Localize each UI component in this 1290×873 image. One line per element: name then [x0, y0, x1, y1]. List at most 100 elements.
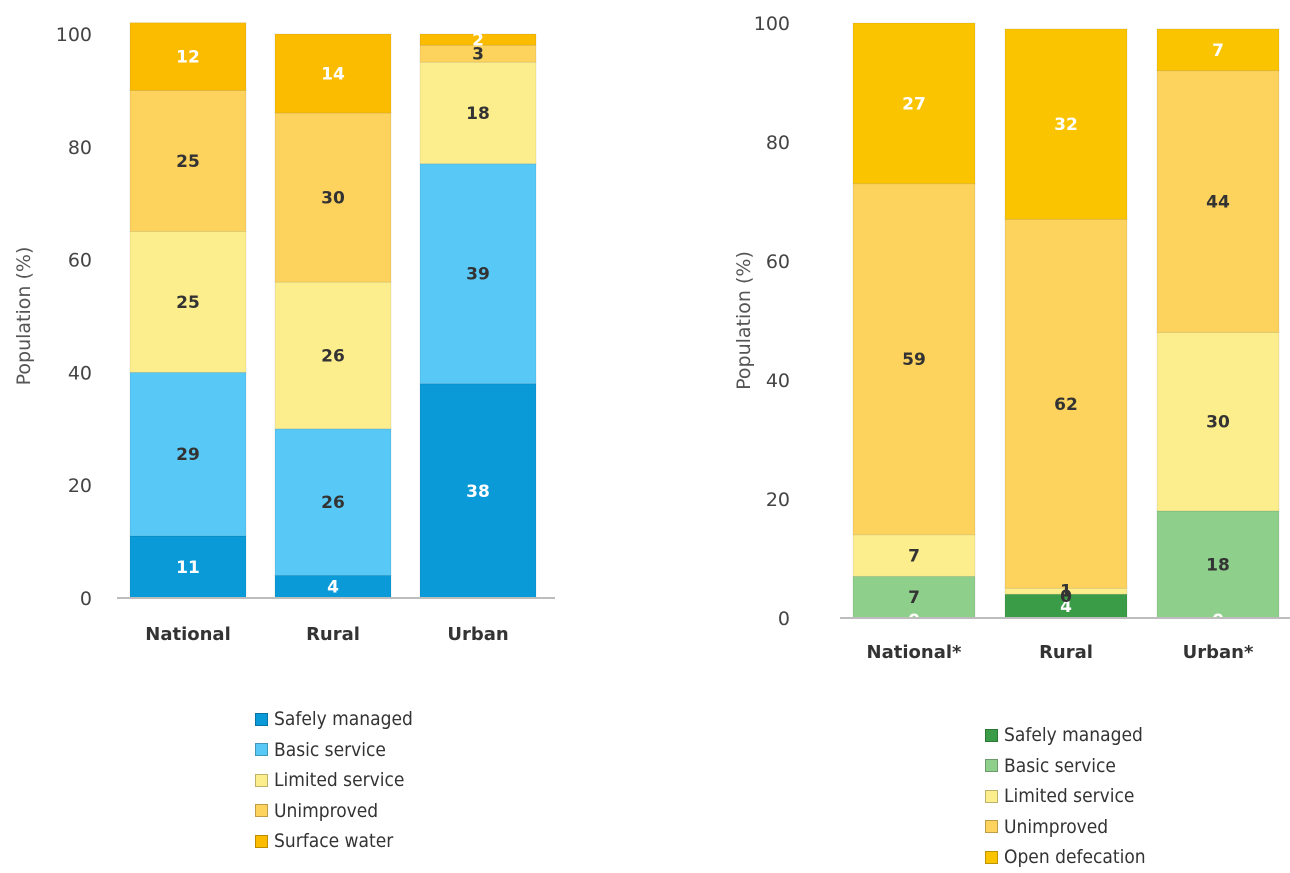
sanitation-legend: Safely managed Basic service Limited servi… — [985, 720, 1146, 873]
legend-swatch — [255, 743, 268, 757]
bar-segment — [852, 22, 976, 185]
y-tick-label: 20 — [68, 475, 92, 497]
bar-segment — [274, 33, 392, 114]
legend-swatch — [985, 789, 998, 803]
data-label: 44 — [1206, 193, 1230, 213]
y-tick-label: 40 — [766, 370, 790, 392]
legend-item: Unimproved — [985, 812, 1146, 843]
data-label: 59 — [902, 350, 926, 370]
bar-segment — [1156, 28, 1280, 72]
data-label: 25 — [176, 152, 200, 172]
legend-swatch — [985, 820, 998, 834]
category-label: National — [145, 624, 230, 645]
bar-segment — [852, 534, 976, 577]
data-label: 0 — [908, 611, 920, 631]
y-tick-label: 60 — [766, 251, 790, 273]
data-label: 32 — [1054, 115, 1078, 135]
y-tick-label: 20 — [766, 489, 790, 511]
bar-segment — [419, 383, 537, 599]
data-label: 14 — [321, 64, 345, 84]
legend-item: Basic service — [985, 751, 1146, 782]
legend-swatch — [255, 804, 268, 818]
bar-segment — [274, 112, 392, 283]
legend-item: Open defecation — [985, 842, 1146, 873]
legend-label: Safely managed — [1004, 724, 1143, 747]
y-tick-label: 0 — [778, 608, 790, 630]
data-label: 1 — [1060, 581, 1072, 601]
water-chart-svg: 0 20 40 60 80 100 Population (%) 11 29 25 25 12 Nati… — [13, 22, 555, 645]
data-label: 12 — [176, 48, 200, 68]
legend-swatch — [985, 728, 998, 742]
y-axis-label: Population (%) — [13, 247, 35, 386]
y-tick-label: 80 — [766, 132, 790, 154]
sanitation-chart: 0 20 40 60 80 100 Population (%) 0 7 7 59 27 Nationa… — [645, 0, 1290, 865]
legend-label: Safely managed — [274, 708, 413, 731]
legend-item: Limited service — [985, 781, 1146, 812]
bar-segment — [274, 281, 392, 430]
legend-swatch — [985, 850, 998, 864]
legend-item: Safely managed — [255, 704, 413, 735]
category-label: Urban — [447, 624, 508, 645]
data-label: 30 — [1206, 413, 1230, 433]
y-tick-label: 80 — [68, 137, 92, 159]
bar-segment — [274, 428, 392, 576]
bar-segment — [419, 33, 537, 46]
bar-segment — [1004, 28, 1128, 220]
data-label: 7 — [1212, 41, 1224, 61]
data-label: 0 — [1060, 587, 1072, 607]
bar-segment — [852, 183, 976, 536]
data-label: 7 — [908, 588, 920, 608]
legend-swatch — [985, 759, 998, 773]
data-label: 26 — [321, 493, 345, 513]
data-label: 26 — [321, 346, 345, 366]
legend-item: Basic service — [255, 735, 413, 766]
data-label: 62 — [1054, 395, 1078, 415]
legend-label: Limited service — [1004, 785, 1135, 808]
bar-segment — [852, 575, 976, 619]
legend-label: Unimproved — [274, 799, 379, 822]
bar-segment — [129, 89, 247, 232]
legend-label: Limited service — [274, 769, 405, 792]
data-label: 4 — [327, 578, 339, 598]
legend-swatch — [255, 712, 268, 726]
y-tick-label: 60 — [68, 250, 92, 272]
data-label: 0 — [1212, 611, 1224, 631]
category-label: Urban* — [1183, 642, 1254, 663]
data-label: 11 — [176, 558, 200, 578]
bar-segment — [1156, 331, 1280, 512]
data-label: 27 — [902, 94, 926, 114]
legend-swatch — [255, 834, 268, 848]
legend-label: Basic service — [274, 738, 386, 761]
legend-item: Safely managed — [985, 720, 1146, 751]
bar-segment — [1004, 218, 1128, 589]
data-label: 38 — [466, 482, 490, 502]
data-label: 7 — [908, 547, 920, 567]
data-label: 25 — [176, 293, 200, 313]
bar-segment — [129, 535, 247, 599]
y-tick-label: 40 — [68, 362, 92, 384]
data-label: 29 — [176, 445, 200, 465]
legend-label: Unimproved — [1004, 815, 1109, 838]
y-tick-label: 100 — [56, 24, 92, 46]
water-chart: 0 20 40 60 80 100 Population (%) 11 29 25 25 12 Nati… — [0, 0, 645, 865]
data-label: 30 — [321, 189, 345, 209]
legend-swatch — [255, 773, 268, 787]
data-label: 18 — [466, 104, 490, 124]
data-label: 4 — [1060, 597, 1072, 617]
category-label: National* — [867, 642, 962, 663]
bar-segment — [129, 371, 247, 537]
bar-segment — [419, 163, 537, 385]
legend-item: Surface water — [255, 826, 413, 857]
bar-segment — [419, 61, 537, 165]
y-tick-label: 100 — [754, 13, 790, 35]
legend-item: Unimproved — [255, 796, 413, 827]
bar-segment — [1156, 70, 1280, 333]
data-label: 18 — [1206, 555, 1230, 575]
water-legend: Safely managed Basic service Limited servi… — [255, 704, 413, 857]
legend-label: Surface water — [274, 830, 394, 853]
data-label: 2 — [472, 31, 484, 51]
data-label: 3 — [472, 45, 484, 65]
legend-item: Limited service — [255, 765, 413, 796]
category-label: Rural — [306, 624, 360, 645]
